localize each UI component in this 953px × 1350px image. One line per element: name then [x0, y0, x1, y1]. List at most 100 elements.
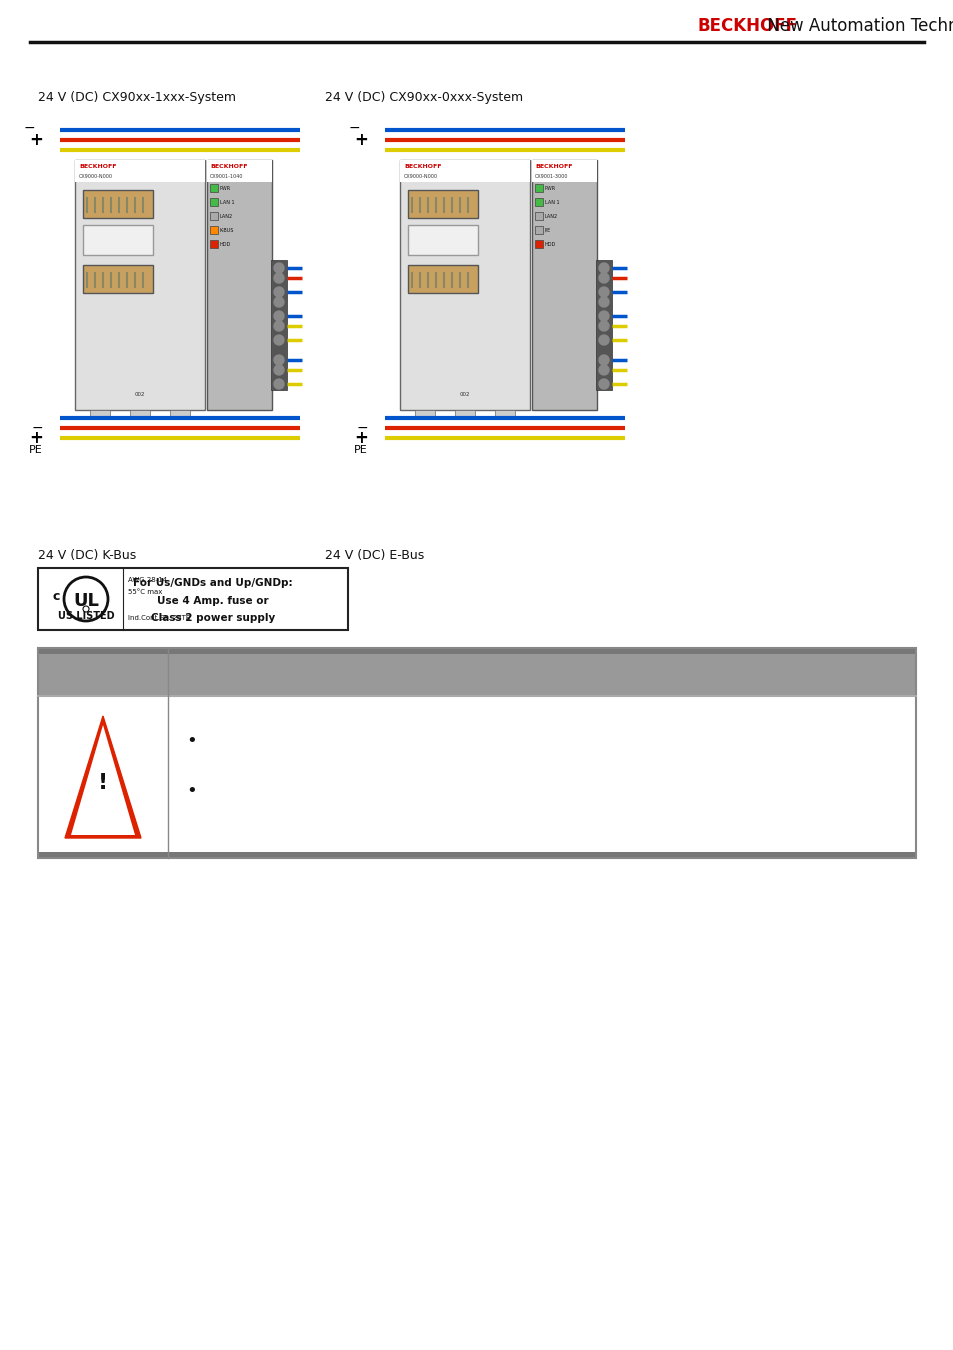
Text: US LISTED: US LISTED: [57, 612, 114, 621]
FancyBboxPatch shape: [90, 410, 110, 418]
Text: CX9000-N000: CX9000-N000: [79, 174, 112, 178]
Text: BECKHOFF: BECKHOFF: [79, 165, 116, 170]
Text: Ind.Cont.Eq. 24TB: Ind.Cont.Eq. 24TB: [128, 616, 191, 621]
Text: 55°C max: 55°C max: [128, 589, 162, 595]
Text: 24 V (DC) E-Bus: 24 V (DC) E-Bus: [325, 549, 424, 563]
FancyBboxPatch shape: [210, 212, 218, 220]
FancyBboxPatch shape: [495, 410, 515, 418]
Circle shape: [64, 576, 108, 621]
FancyBboxPatch shape: [210, 225, 218, 234]
FancyBboxPatch shape: [83, 265, 152, 293]
Text: •: •: [186, 732, 196, 751]
Circle shape: [598, 288, 608, 297]
Text: 24 V (DC) CX90xx-0xxx-System: 24 V (DC) CX90xx-0xxx-System: [325, 90, 522, 104]
Circle shape: [274, 321, 284, 331]
Text: −: −: [348, 122, 359, 135]
Text: HDD: HDD: [220, 242, 231, 247]
Circle shape: [598, 321, 608, 331]
Circle shape: [274, 379, 284, 389]
FancyBboxPatch shape: [535, 212, 542, 220]
Circle shape: [274, 288, 284, 297]
Text: BECKHOFF: BECKHOFF: [403, 165, 441, 170]
Text: −: −: [356, 421, 368, 435]
FancyBboxPatch shape: [415, 410, 435, 418]
Circle shape: [598, 273, 608, 284]
FancyBboxPatch shape: [210, 240, 218, 248]
FancyBboxPatch shape: [399, 161, 530, 410]
Text: PE: PE: [354, 446, 368, 455]
Text: K-BUS: K-BUS: [220, 228, 234, 232]
Text: AWG 28-14: AWG 28-14: [128, 576, 167, 583]
FancyBboxPatch shape: [38, 852, 915, 859]
Text: LAN2: LAN2: [220, 213, 233, 219]
FancyBboxPatch shape: [532, 161, 597, 182]
Polygon shape: [65, 716, 141, 838]
FancyBboxPatch shape: [271, 261, 287, 390]
FancyBboxPatch shape: [210, 198, 218, 207]
Circle shape: [274, 263, 284, 273]
Text: c: c: [52, 590, 60, 602]
FancyBboxPatch shape: [130, 410, 150, 418]
Text: Use 4 Amp. fuse or: Use 4 Amp. fuse or: [157, 595, 269, 606]
Circle shape: [274, 355, 284, 364]
Text: Class 2 power supply: Class 2 power supply: [151, 613, 274, 622]
Text: +: +: [354, 131, 368, 148]
FancyBboxPatch shape: [207, 161, 272, 410]
FancyBboxPatch shape: [408, 225, 477, 255]
Text: LAN2: LAN2: [544, 213, 558, 219]
Text: +: +: [30, 429, 43, 447]
Text: PWR: PWR: [544, 185, 556, 190]
Text: HDD: HDD: [544, 242, 556, 247]
FancyBboxPatch shape: [535, 240, 542, 248]
FancyBboxPatch shape: [83, 225, 152, 255]
FancyBboxPatch shape: [535, 184, 542, 192]
Text: −: −: [31, 421, 43, 435]
Circle shape: [274, 297, 284, 306]
FancyBboxPatch shape: [532, 161, 597, 410]
Text: +: +: [30, 131, 43, 148]
Text: New Automation Technology: New Automation Technology: [761, 18, 953, 35]
FancyBboxPatch shape: [38, 568, 348, 630]
Text: 24 V (DC) CX90xx-1xxx-System: 24 V (DC) CX90xx-1xxx-System: [38, 90, 235, 104]
Circle shape: [274, 364, 284, 375]
Circle shape: [274, 310, 284, 321]
Text: CX9001-1040: CX9001-1040: [210, 174, 243, 178]
FancyBboxPatch shape: [210, 184, 218, 192]
Text: +: +: [354, 429, 368, 447]
FancyBboxPatch shape: [75, 161, 205, 182]
FancyBboxPatch shape: [399, 161, 530, 182]
FancyBboxPatch shape: [535, 225, 542, 234]
Circle shape: [598, 310, 608, 321]
Text: I/E: I/E: [544, 228, 551, 232]
FancyBboxPatch shape: [75, 161, 205, 410]
Text: UL: UL: [73, 593, 99, 610]
Text: CX9001-3000: CX9001-3000: [535, 174, 568, 178]
Text: BECKHOFF: BECKHOFF: [210, 165, 247, 170]
Text: For Us/GNDs and Up/GNDp:: For Us/GNDs and Up/GNDp:: [133, 578, 293, 589]
FancyBboxPatch shape: [170, 410, 190, 418]
Circle shape: [598, 379, 608, 389]
Text: LAN 1: LAN 1: [220, 200, 234, 204]
Text: PE: PE: [30, 446, 43, 455]
FancyBboxPatch shape: [408, 265, 477, 293]
Circle shape: [598, 355, 608, 364]
Circle shape: [598, 297, 608, 306]
FancyBboxPatch shape: [38, 648, 915, 653]
FancyBboxPatch shape: [455, 410, 475, 418]
Text: BECKHOFF: BECKHOFF: [535, 165, 572, 170]
Text: PWR: PWR: [220, 185, 231, 190]
FancyBboxPatch shape: [83, 190, 152, 217]
FancyBboxPatch shape: [596, 261, 612, 390]
FancyBboxPatch shape: [535, 198, 542, 207]
Circle shape: [274, 335, 284, 346]
Polygon shape: [71, 725, 135, 836]
Text: 002: 002: [459, 393, 470, 397]
FancyBboxPatch shape: [38, 697, 915, 852]
Text: CX9000-N000: CX9000-N000: [403, 174, 437, 178]
Text: !: !: [98, 774, 108, 792]
Text: •: •: [186, 782, 196, 801]
Text: −: −: [24, 122, 35, 135]
Text: 24 V (DC) K-Bus: 24 V (DC) K-Bus: [38, 549, 136, 563]
FancyBboxPatch shape: [207, 161, 272, 182]
Circle shape: [274, 273, 284, 284]
